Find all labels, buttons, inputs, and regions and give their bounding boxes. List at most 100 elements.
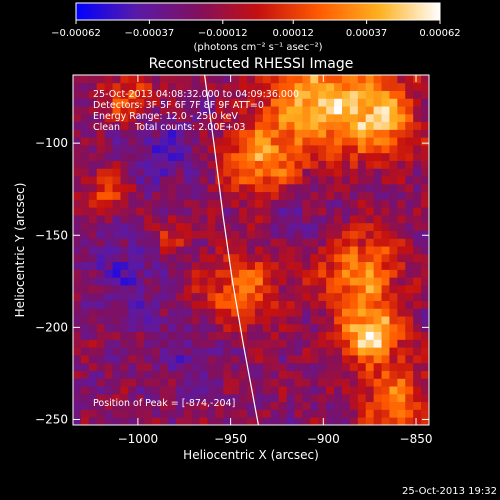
heatmap-cell: [167, 121, 177, 130]
heatmap-cell: [349, 316, 359, 325]
heatmap-cell: [381, 378, 390, 387]
heatmap-cell: [120, 230, 129, 239]
heatmap-cell: [167, 129, 177, 138]
heatmap-cell: [120, 378, 129, 387]
heatmap-cell: [223, 417, 232, 425]
heatmap-cell: [373, 417, 382, 425]
heatmap-cell: [373, 207, 382, 216]
heatmap-cell: [112, 292, 121, 301]
heatmap-cell: [73, 292, 82, 301]
heatmap-cell: [318, 199, 327, 208]
heatmap-cell: [365, 176, 375, 185]
heatmap-cell: [405, 113, 414, 123]
heatmap-cell: [421, 238, 429, 247]
heatmap-cell: [152, 98, 161, 107]
heatmap-cell: [88, 339, 98, 348]
heatmap-cell: [191, 246, 200, 255]
heatmap-cell: [231, 323, 240, 333]
heatmap-cell: [167, 215, 177, 224]
heatmap-cell: [278, 261, 287, 270]
heatmap-cell: [247, 300, 256, 309]
heatmap-cell: [207, 331, 216, 340]
heatmap-cell: [326, 393, 335, 403]
heatmap-cell: [357, 386, 367, 395]
heatmap-cell: [167, 409, 177, 418]
heatmap-cell: [207, 207, 216, 216]
heatmap-cell: [128, 106, 137, 115]
colorbar-tick-label: 0.00062: [419, 28, 460, 39]
heatmap-cell: [421, 90, 429, 99]
colorbar: [75, 2, 441, 21]
heatmap-cell: [262, 82, 272, 91]
heatmap-cell: [389, 323, 398, 333]
x-tick-label: −950: [214, 432, 247, 446]
heatmap-cell: [167, 152, 177, 161]
heatmap-cell: [413, 207, 422, 216]
heatmap-cell: [199, 401, 208, 410]
heatmap-cell: [413, 386, 422, 395]
heatmap-cell: [357, 261, 367, 270]
heatmap-cell: [120, 292, 129, 301]
heatmap-cell: [152, 253, 161, 263]
heatmap-cell: [389, 261, 398, 270]
heatmap-cell: [199, 292, 208, 301]
heatmap-cell: [73, 409, 82, 418]
heatmap-cell: [144, 207, 153, 216]
heatmap-cell: [302, 292, 311, 301]
heatmap-cell: [223, 121, 232, 130]
heatmap-cell: [120, 98, 129, 107]
heatmap-cell: [120, 393, 129, 403]
heatmap-cell: [302, 316, 311, 325]
heatmap-cell: [144, 215, 153, 224]
heatmap-cell: [294, 253, 303, 263]
heatmap-cell: [254, 362, 264, 371]
heatmap-cell: [120, 207, 129, 216]
heatmap-cell: [405, 269, 414, 278]
heatmap-cell: [80, 113, 90, 123]
heatmap-cell: [310, 238, 319, 247]
heatmap-cell: [254, 222, 264, 231]
heatmap-cell: [247, 362, 256, 371]
heatmap-cell: [365, 378, 375, 387]
heatmap-cell: [286, 316, 295, 325]
heatmap-cell: [294, 362, 303, 371]
heatmap-cell: [326, 370, 335, 379]
heatmap-cell: [152, 106, 161, 115]
heatmap-cell: [239, 82, 248, 91]
heatmap-cell: [318, 160, 327, 169]
heatmap-cell: [144, 137, 153, 146]
heatmap-cell: [175, 300, 185, 309]
heatmap-cell: [112, 285, 121, 294]
heatmap-cell: [326, 277, 335, 286]
heatmap-cell: [160, 106, 169, 115]
heatmap-cell: [294, 98, 303, 107]
heatmap-cell: [357, 90, 367, 99]
heatmap-cell: [80, 323, 90, 333]
heatmap-cell: [341, 331, 351, 340]
heatmap-cell: [104, 176, 113, 185]
heatmap-cell: [167, 145, 177, 154]
heatmap-cell: [73, 269, 82, 278]
heatmap-cell: [215, 98, 224, 107]
heatmap-cell: [349, 393, 359, 403]
heatmap-cell: [152, 292, 161, 301]
heatmap-cell: [231, 331, 240, 340]
heatmap-cell: [365, 75, 375, 84]
heatmap-cell: [144, 90, 153, 99]
heatmap-cell: [254, 370, 264, 379]
heatmap-cell: [199, 386, 208, 395]
heatmap-cell: [357, 75, 367, 84]
heatmap-cell: [112, 215, 121, 224]
heatmap-cell: [73, 323, 82, 333]
heatmap-cell: [373, 300, 382, 309]
heatmap-cell: [247, 316, 256, 325]
heatmap-cell: [318, 113, 327, 123]
heatmap-cell: [286, 362, 295, 371]
heatmap-cell: [199, 106, 208, 115]
heatmap-cell: [152, 323, 161, 333]
heatmap-cell: [136, 292, 145, 301]
heatmap-cell: [247, 261, 256, 270]
heatmap-cell: [128, 292, 137, 301]
heatmap-cell: [365, 300, 375, 309]
heatmap-cell: [310, 160, 319, 169]
